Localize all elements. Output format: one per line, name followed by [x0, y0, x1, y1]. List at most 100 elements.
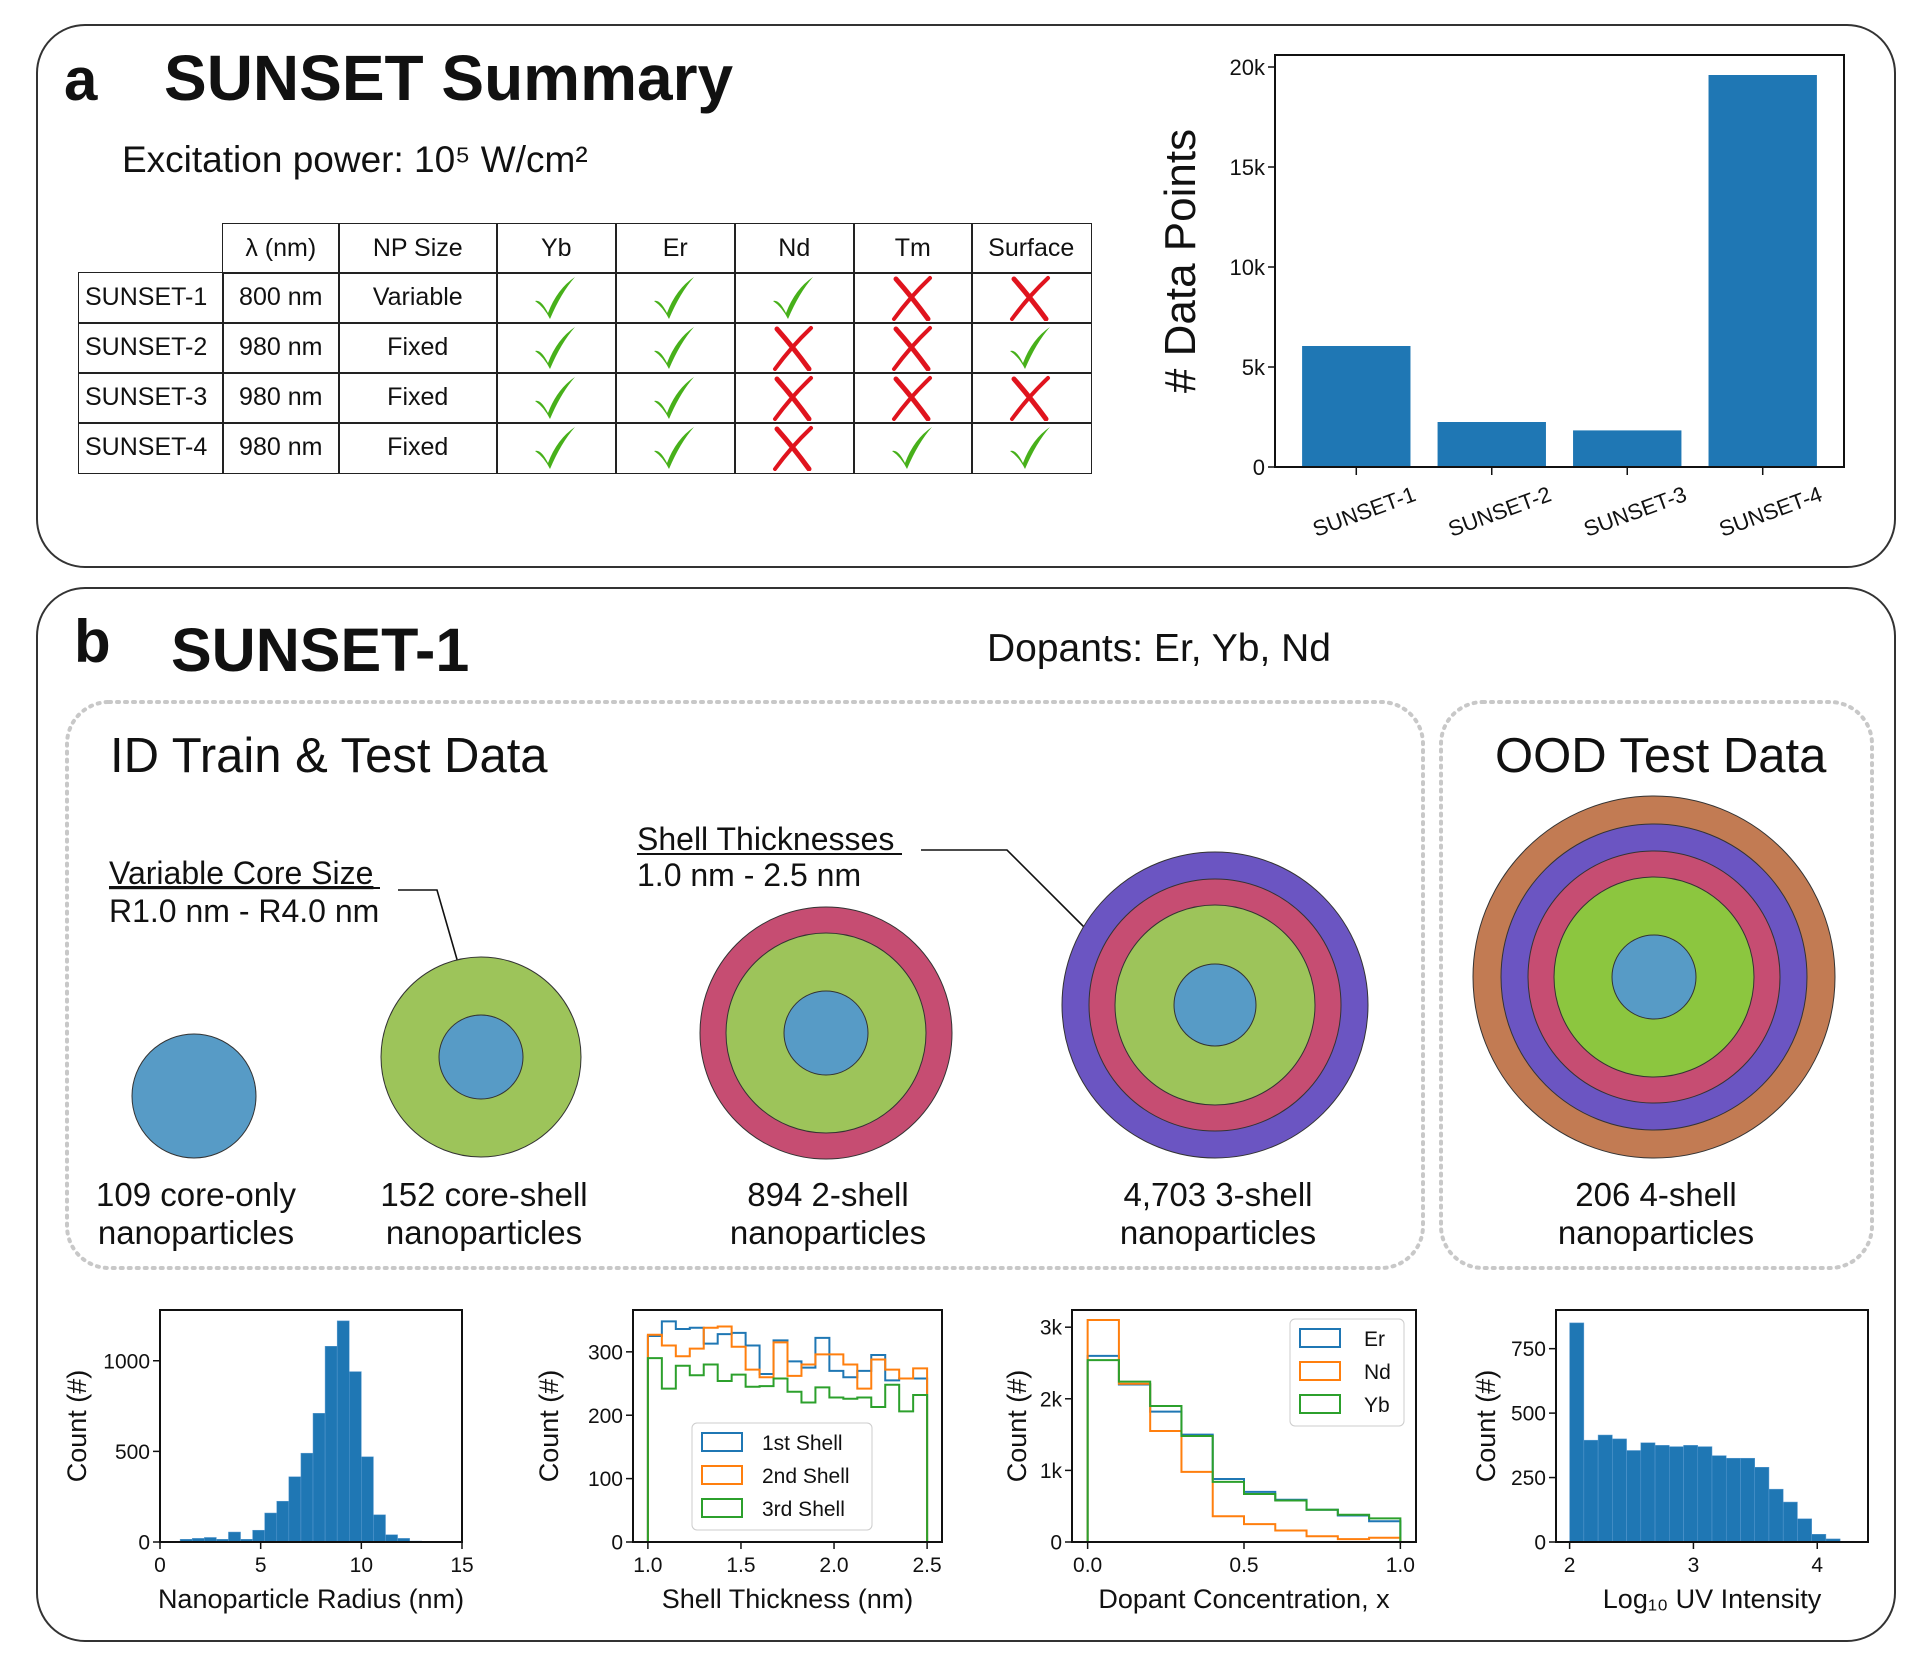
axes-frame — [1555, 1309, 1869, 1543]
table-cell-flag — [496, 272, 617, 324]
cell-text: SUNSET-3 — [85, 383, 208, 412]
legend-swatch — [701, 1465, 743, 1485]
legend-box — [691, 1422, 873, 1531]
nanoparticle-0 — [131, 1033, 257, 1159]
histogram-bar — [1597, 1434, 1613, 1543]
legend: Er Nd Yb — [1289, 1318, 1405, 1427]
table-cell-flag — [496, 422, 617, 474]
histogram-bar — [349, 1371, 362, 1543]
particle-layer — [1173, 963, 1257, 1047]
table-cell-flag — [971, 422, 1092, 474]
particle-count-label: 4,703 3-shell — [1124, 1176, 1313, 1213]
table-cell-wavelength: 980 nm — [222, 372, 340, 424]
cell-text: Tm — [894, 233, 931, 262]
legend-box — [1289, 1318, 1405, 1427]
particle-type-label: nanoparticles — [730, 1214, 926, 1251]
table-row-name: SUNSET-1 — [78, 272, 224, 324]
x-tick-label: SUNSET-1 — [1309, 481, 1419, 541]
y-tick-label: 0 — [1253, 455, 1265, 480]
table-cell-flag — [734, 272, 855, 324]
histogram-bar — [312, 1413, 326, 1543]
table-cell-flag — [615, 272, 736, 324]
x-tick-label: 15 — [450, 1554, 473, 1577]
y-tick-label: 3k — [1040, 1317, 1063, 1340]
table-cell-flag — [734, 372, 855, 424]
histogram-bar — [1711, 1455, 1727, 1543]
ood-box-title: OOD Test Data — [1495, 729, 1827, 783]
y-axis-label: # Data Points — [1156, 129, 1205, 393]
y-tick-label: 250 — [1511, 1467, 1546, 1490]
particle-count-label: 206 4-shell — [1575, 1176, 1736, 1213]
x-axis-label: Shell Thickness (nm) — [662, 1584, 914, 1614]
table-row-name: SUNSET-2 — [78, 322, 224, 374]
cross-icon — [891, 275, 932, 321]
table-cell-np-size: Fixed — [338, 422, 498, 474]
histogram-bar — [276, 1500, 290, 1543]
histogram-bar — [1640, 1442, 1656, 1543]
panel-b-frame — [36, 587, 1896, 1642]
x-tick-label: 0.5 — [1229, 1554, 1258, 1577]
ood-data-box — [1439, 700, 1874, 1270]
particle-layer — [438, 1014, 524, 1100]
cell-text: SUNSET-1 — [85, 283, 208, 312]
step-series-1 — [1086, 1319, 1402, 1542]
cell-text: Fixed — [387, 433, 449, 462]
histogram-bar — [1654, 1445, 1670, 1543]
table-cell-np-size: Fixed — [338, 322, 498, 374]
cross-icon — [773, 375, 814, 421]
cell-text: Nd — [778, 233, 811, 262]
cell-text: 980 nm — [239, 383, 323, 412]
cross-icon — [1010, 275, 1051, 321]
nanoparticle-3 — [1061, 851, 1369, 1159]
table-header-cell: Surface — [971, 223, 1092, 274]
y-tick-label: 500 — [115, 1441, 150, 1464]
table-cell-flag — [971, 372, 1092, 424]
bar — [1708, 75, 1817, 467]
y-tick-label: 15k — [1230, 155, 1266, 180]
legend-label: Er — [1364, 1328, 1385, 1351]
particle-count-label: 109 core-only — [96, 1176, 296, 1213]
histogram-bar — [300, 1452, 314, 1543]
y-axis-label: Count (#) — [1471, 1370, 1501, 1483]
table-header-cell: NP Size — [338, 223, 498, 274]
histogram-bar — [373, 1514, 386, 1543]
cross-icon — [891, 325, 932, 371]
check-icon — [1010, 326, 1051, 369]
legend-label: Nd — [1364, 1361, 1391, 1384]
table-header-cell: Yb — [496, 223, 617, 274]
x-tick-label: 2.5 — [913, 1554, 942, 1577]
y-tick-label: 100 — [588, 1468, 623, 1491]
histogram-bar — [324, 1346, 338, 1543]
x-tick-label: SUNSET-2 — [1445, 481, 1555, 541]
id-data-box — [65, 700, 1425, 1270]
cell-text: Fixed — [387, 383, 449, 412]
histogram-bar — [1626, 1450, 1642, 1543]
excitation-power: Excitation power: 10⁵ W/cm² — [122, 139, 588, 180]
panel-a-title: SUNSET Summary — [164, 42, 733, 114]
histogram-bar — [1740, 1457, 1755, 1543]
table-cell-flag — [734, 322, 855, 374]
table-cell-flag — [971, 272, 1092, 324]
table-cell-flag — [615, 422, 736, 474]
y-tick-label: 20k — [1230, 55, 1266, 80]
table-cell-wavelength: 980 nm — [222, 322, 340, 374]
histogram-bar — [1725, 1457, 1741, 1543]
check-icon — [535, 276, 576, 319]
histogram-bar — [1669, 1446, 1684, 1543]
table-cell-wavelength: 980 nm — [222, 422, 340, 474]
axes-frame — [1274, 54, 1845, 468]
legend-label: Yb — [1364, 1394, 1390, 1417]
cell-text: Yb — [540, 233, 572, 262]
cell-text: SUNSET-4 — [85, 433, 208, 462]
step-series-0 — [646, 1320, 929, 1542]
particle-type-label: nanoparticles — [98, 1214, 294, 1251]
x-tick-label: 1.5 — [726, 1554, 755, 1577]
x-tick-label: 5 — [255, 1554, 267, 1577]
histogram-bar — [1697, 1446, 1713, 1543]
cell-text: Surface — [988, 233, 1075, 262]
y-tick-label: 200 — [588, 1405, 623, 1428]
cell-text: Er — [662, 233, 688, 262]
axes-frame — [632, 1309, 943, 1543]
histogram-bar — [288, 1476, 302, 1543]
panel-a-letter: a — [64, 46, 98, 113]
